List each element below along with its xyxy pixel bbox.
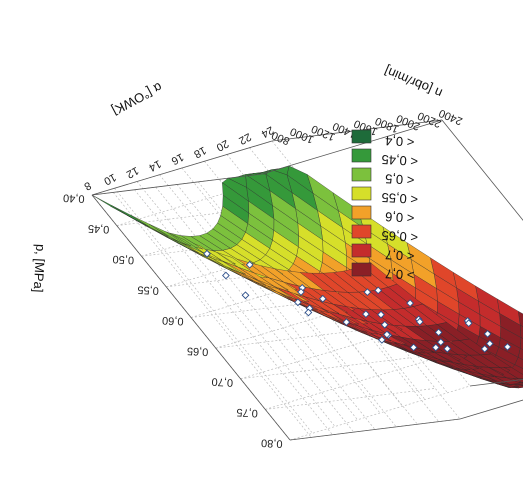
data-point — [377, 310, 385, 319]
data-point — [241, 291, 250, 300]
legend-swatch — [351, 129, 372, 144]
legend-label: < 0,65 — [381, 228, 418, 245]
data-point — [378, 336, 386, 344]
legend-swatch — [351, 205, 372, 220]
z-tick-label: 0,40 — [63, 191, 85, 204]
n-axis-label: n [obr/min] — [382, 63, 444, 101]
z-tick-label: 0,55 — [137, 283, 159, 296]
data-point — [483, 330, 492, 338]
surface-cell — [111, 205, 150, 228]
z-tick-label: 0,45 — [88, 222, 110, 235]
data-point — [245, 260, 254, 269]
legend-label: < 0,6 — [385, 209, 415, 226]
alpha-tick-label: 18 — [192, 144, 208, 160]
legend-swatch — [351, 186, 372, 201]
data-point — [406, 299, 414, 307]
legend-label: < 0,55 — [381, 190, 418, 207]
data-point — [362, 310, 370, 318]
data-point — [434, 328, 443, 337]
legend-swatch — [351, 224, 372, 239]
z-axis-ticks: 0,40 0,45 0,50 0,55 0,60 0,65 0,70 0,75 0,80 — [63, 191, 283, 449]
alpha-tick-label: 16 — [169, 150, 185, 166]
data-point — [436, 338, 445, 346]
alpha-tick-label: 12 — [124, 164, 140, 180]
alpha-tick-label: 14 — [147, 157, 163, 173]
data-point — [294, 298, 302, 307]
legend-label: < 0,4 — [385, 133, 415, 150]
data-point — [363, 288, 372, 296]
data-points — [203, 249, 512, 353]
alpha-tick-label: 20 — [214, 137, 230, 153]
data-point — [443, 344, 452, 353]
data-point — [203, 249, 211, 258]
legend-swatch — [351, 262, 372, 277]
z-tick-label: 0,75 — [236, 406, 258, 419]
z-tick-label: 0,65 — [187, 345, 209, 358]
plot-box-edges — [91, 119, 523, 441]
data-point — [297, 288, 305, 296]
data-point — [304, 308, 313, 317]
legend: < 0,4 < 0,45 < 0,5 < 0,55 < 0,6 < 0,65 < 0,7 > … — [351, 129, 418, 283]
z-tick-label: 0,50 — [112, 253, 134, 266]
alpha-tick-label: 8 — [82, 179, 93, 192]
legend-label: < 0,7 — [385, 247, 415, 264]
legend-label: < 0,45 — [381, 152, 418, 169]
surface-cell — [130, 214, 169, 237]
legend-label: < 0,5 — [385, 171, 415, 188]
alpha-tick-label: 10 — [102, 171, 118, 187]
data-point — [464, 319, 473, 328]
z-tick-label: 0,80 — [261, 436, 283, 449]
legend-label: > 0,7 — [385, 266, 415, 283]
surface-cell — [91, 194, 131, 218]
data-point — [480, 345, 489, 353]
data-point — [503, 343, 512, 351]
data-point — [318, 294, 327, 303]
legend-swatch — [351, 148, 372, 163]
z-axis-label: p, [MPa] — [31, 244, 49, 293]
data-point — [409, 343, 418, 352]
z-tick-label: 0,70 — [211, 375, 233, 388]
data-point — [383, 330, 391, 339]
alpha-tick-label: 24 — [259, 123, 275, 139]
data-point — [222, 271, 230, 280]
legend-swatch — [351, 167, 372, 182]
legend-swatch — [351, 243, 372, 258]
data-point — [415, 317, 424, 326]
alpha-axis-label: α [°OWK] — [109, 80, 164, 119]
surface-cell — [148, 223, 187, 246]
data-point — [374, 286, 383, 295]
alpha-tick-label: 22 — [237, 130, 253, 146]
data-point — [485, 339, 494, 348]
alpha-axis-ticks: 8 10 12 14 16 18 20 22 24 — [82, 123, 276, 192]
z-tick-label: 0,60 — [162, 314, 184, 327]
data-point — [431, 343, 440, 352]
surface-mesh — [91, 165, 523, 389]
data-point — [380, 320, 389, 329]
data-point — [342, 318, 351, 326]
